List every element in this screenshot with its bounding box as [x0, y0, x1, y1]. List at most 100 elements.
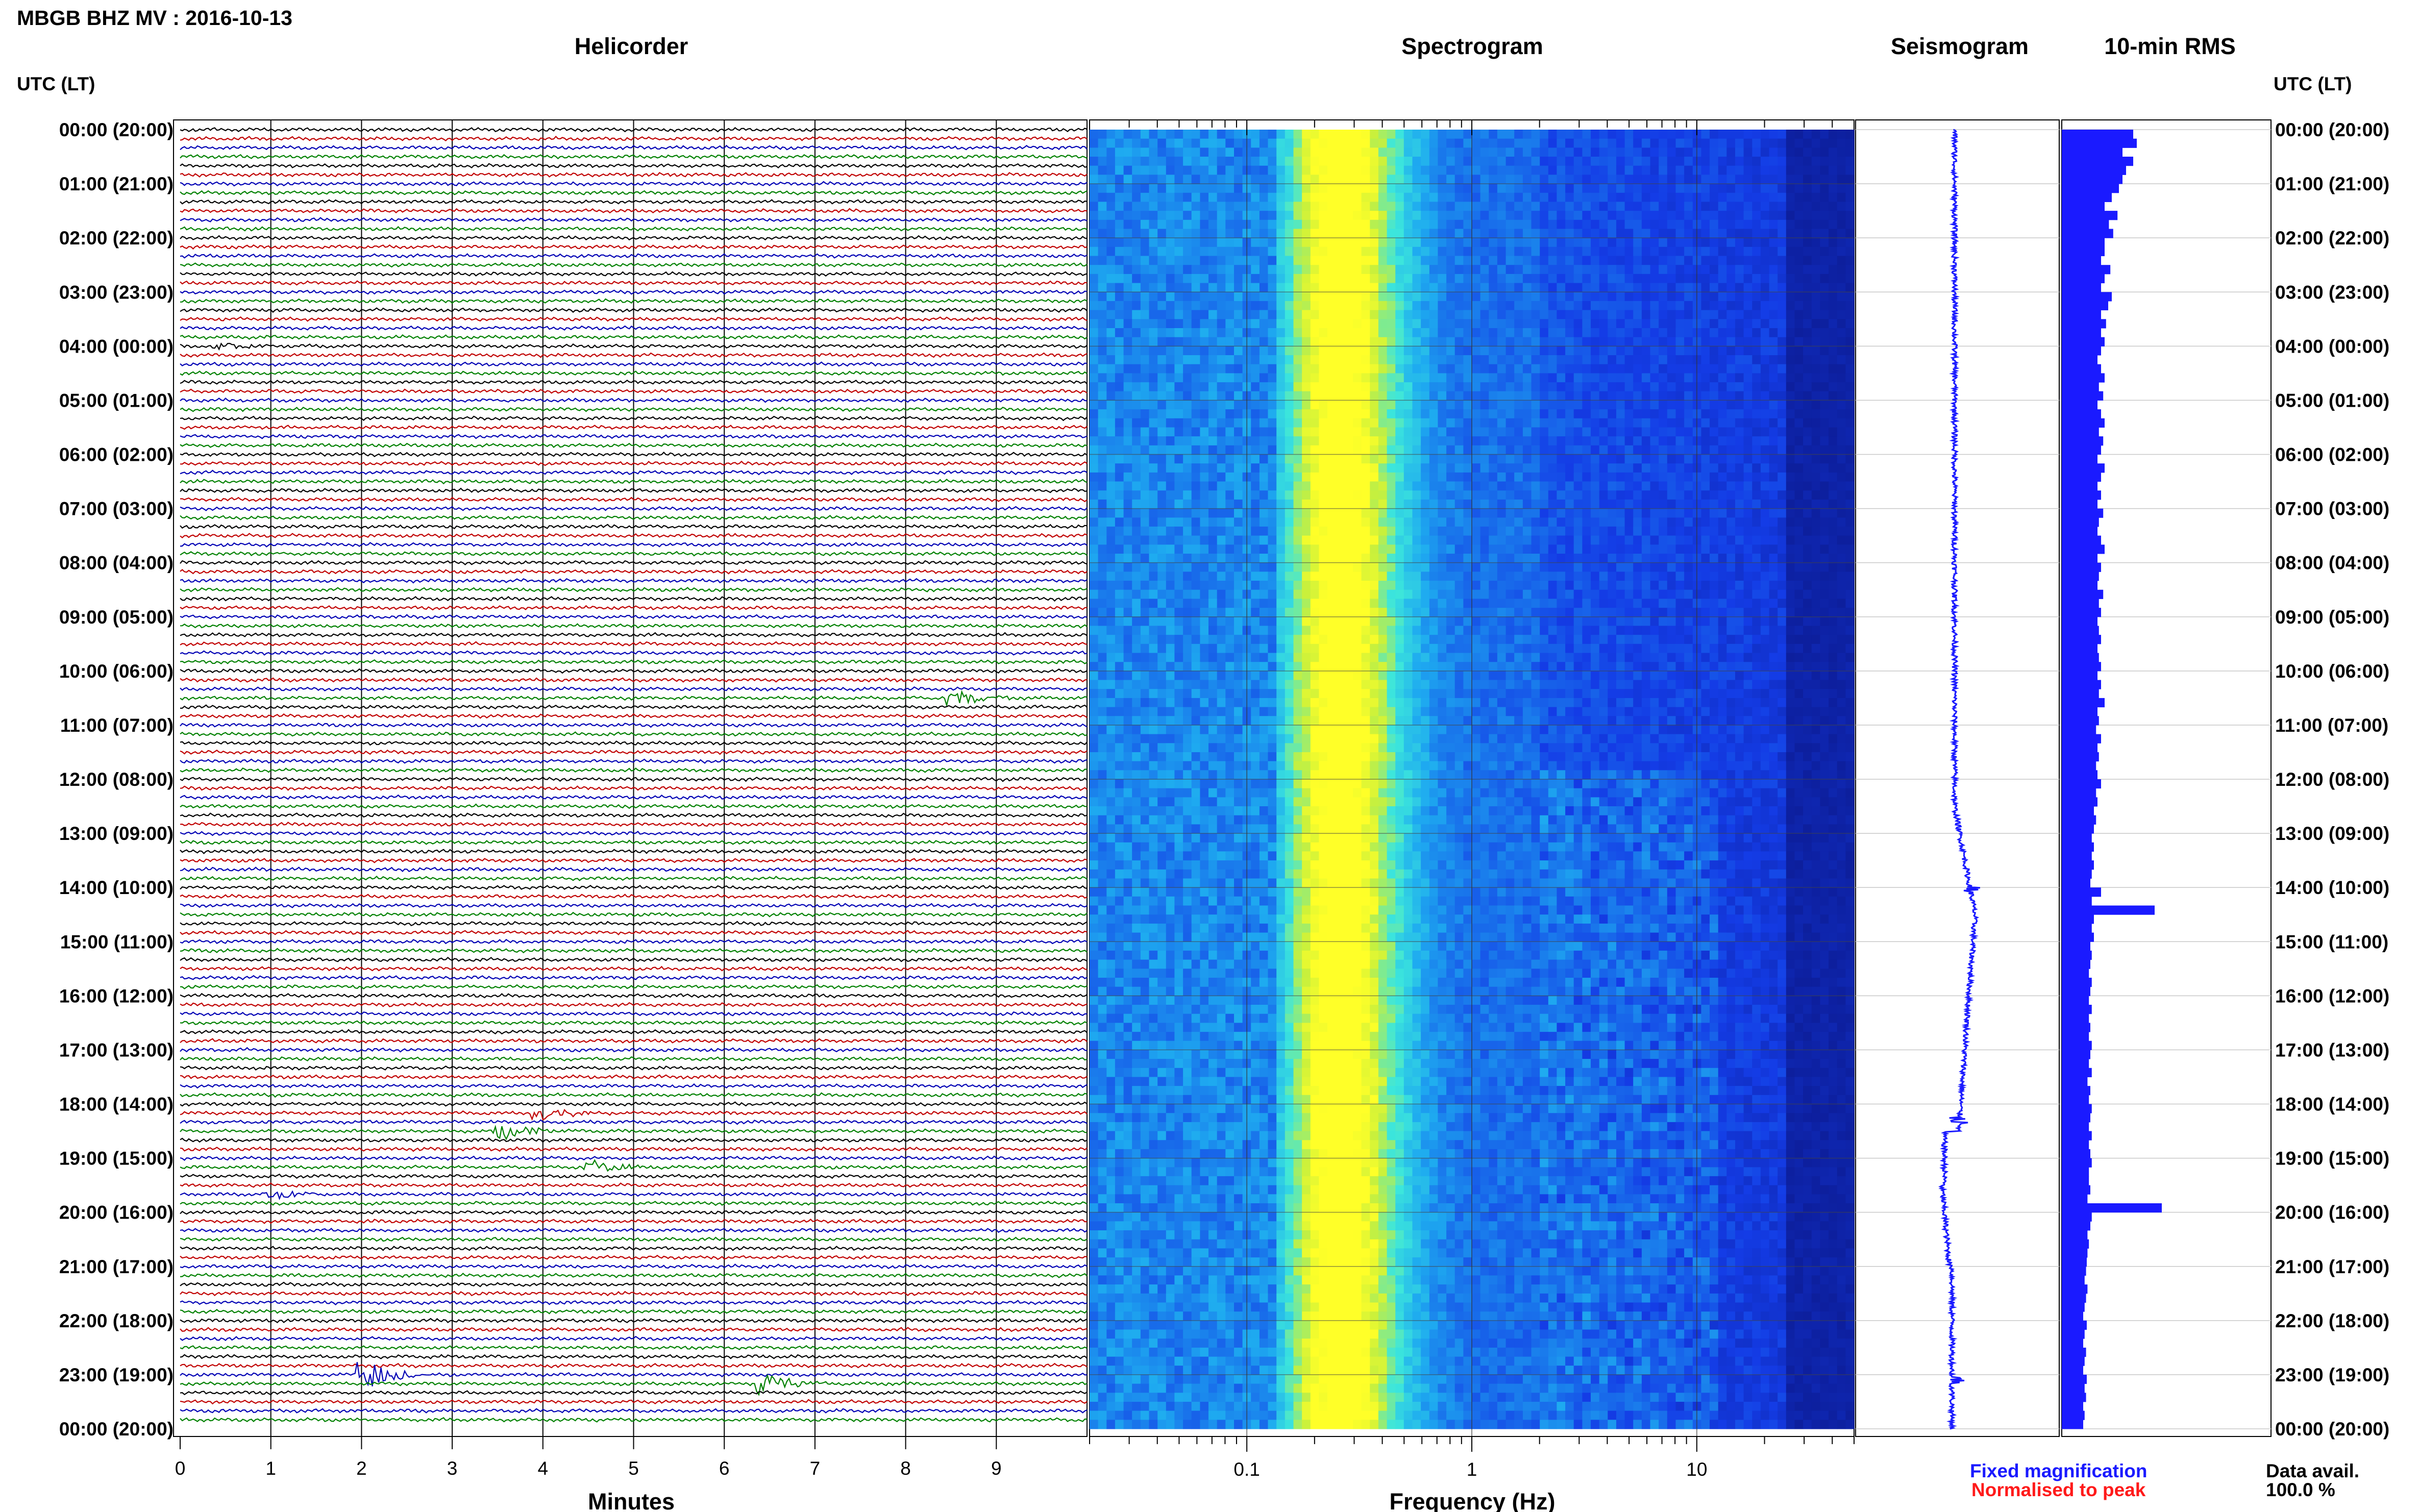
spectrogram-cell [1845, 517, 1855, 527]
spectrogram-cell [1548, 554, 1557, 563]
spectrogram-cell [1353, 165, 1362, 175]
spectrogram-cell [1378, 283, 1388, 292]
helicorder-trace [180, 1399, 1088, 1405]
spectrogram-cell [1463, 157, 1472, 166]
spectrogram-cell [1310, 319, 1319, 329]
spectrogram-cell [1344, 184, 1353, 193]
spectrogram-cell [1522, 508, 1532, 518]
helicorder-trace [180, 325, 1088, 331]
spectrogram-cell [1811, 472, 1820, 482]
spectrogram-cell [1200, 292, 1209, 302]
spectrogram-cell [1675, 355, 1685, 365]
spectrogram-cell [1361, 517, 1370, 527]
spectrogram-cell [1090, 382, 1099, 392]
time-label-right: 19:00 (15:00) [2275, 1148, 2389, 1169]
spectrogram-cell [1276, 202, 1286, 211]
spectrogram-cell [1115, 409, 1124, 419]
spectrogram-cell [1166, 202, 1175, 211]
spectrogram-cell [1293, 517, 1302, 527]
spectrogram-cell [1582, 562, 1591, 572]
spectrogram-cell [1845, 192, 1855, 203]
spectrogram-cell [1489, 346, 1498, 356]
spectrogram-cell [1531, 562, 1540, 572]
spectrogram-cell [1778, 535, 1787, 545]
spectrogram-cell [1701, 436, 1710, 446]
spectrogram-cell [1327, 508, 1337, 518]
spectrogram-cell [1157, 175, 1167, 184]
spectrogram-cell [1276, 589, 1286, 599]
spectrogram-cell [1650, 454, 1659, 464]
spectrogram-cell [1234, 256, 1243, 265]
spectrogram-cell [1259, 526, 1269, 536]
spectrogram-cell [1395, 274, 1404, 284]
spectrogram-cell [1438, 283, 1447, 292]
spectrogram-cell [1531, 535, 1540, 545]
spectrogram-cell [1573, 472, 1583, 482]
spectrogram-cell [1735, 535, 1744, 545]
spectrogram-cell [1752, 238, 1761, 247]
spectrogram-cell [1786, 219, 1795, 230]
spectrogram-cell [1302, 265, 1311, 275]
spectrogram-cell [1191, 382, 1200, 392]
spectrogram-cell [1412, 373, 1421, 383]
spectrogram-cell [1540, 508, 1549, 518]
spectrogram-cell [1090, 599, 1099, 608]
spectrogram-cell [1106, 535, 1116, 545]
spectrogram-cell [1446, 157, 1455, 166]
spectrogram-cell [1454, 409, 1464, 419]
spectrogram-cell [1659, 526, 1668, 536]
spectrogram-cell [1293, 157, 1302, 166]
spectrogram-cell [1608, 256, 1617, 265]
spectrogram-cell [1659, 175, 1668, 184]
spectrogram-cell [1344, 310, 1353, 319]
spectrogram-cell [1608, 472, 1617, 482]
spectrogram-cell [1344, 328, 1353, 338]
spectrogram-cell [1412, 157, 1421, 166]
spectrogram-cell [1421, 319, 1430, 329]
spectrogram-cell [1251, 364, 1260, 374]
spectrogram-cell [1174, 418, 1183, 428]
spectrogram-cell [1659, 589, 1668, 599]
spectrogram-cell [1378, 572, 1388, 581]
spectrogram-cell [1276, 535, 1286, 545]
spectrogram-cell [1344, 409, 1353, 419]
spectrogram-cell [1548, 436, 1557, 446]
spectrogram-cell [1217, 130, 1226, 139]
spectrogram-cell [1845, 130, 1855, 139]
spectrogram-cell [1778, 373, 1787, 383]
spectrogram-cell [1650, 283, 1659, 292]
spectrogram-cell [1633, 346, 1642, 356]
spectrogram-cell [1293, 409, 1302, 419]
spectrogram-cell [1641, 265, 1651, 275]
spectrogram-cell [1845, 202, 1855, 211]
spectrogram-cell [1837, 481, 1846, 491]
spectrogram-cell [1421, 517, 1430, 527]
spectrogram-cell [1336, 184, 1345, 193]
spectrogram-cell [1667, 184, 1676, 193]
spectrogram-cell [1217, 508, 1226, 518]
spectrogram-cell [1718, 283, 1727, 292]
spectrogram-cell [1225, 157, 1235, 166]
spectrogram-cell [1505, 292, 1515, 302]
spectrogram-cell [1531, 599, 1540, 608]
spectrogram-cell [1268, 165, 1277, 175]
spectrogram-cell [1710, 554, 1719, 563]
spectrogram-cell [1718, 589, 1727, 599]
spectrogram-cell [1454, 445, 1464, 455]
spectrogram-cell [1276, 562, 1286, 572]
spectrogram-cell [1829, 463, 1838, 473]
spectrogram-cell [1310, 400, 1319, 410]
spectrogram-cell [1769, 499, 1778, 509]
spectrogram-cell [1505, 301, 1515, 311]
spectrogram-cell [1497, 328, 1507, 338]
spectrogram-cell [1726, 292, 1736, 302]
spectrogram-cell [1463, 364, 1472, 374]
spectrogram-cell [1684, 184, 1693, 193]
spectrogram-cell [1514, 130, 1523, 139]
spectrogram-cell [1752, 508, 1761, 518]
spectrogram-cell [1446, 301, 1455, 311]
spectrogram-cell [1497, 508, 1507, 518]
spectrogram-cell [1429, 265, 1438, 275]
spectrogram-cell [1565, 581, 1574, 590]
spectrogram-cell [1794, 373, 1804, 383]
